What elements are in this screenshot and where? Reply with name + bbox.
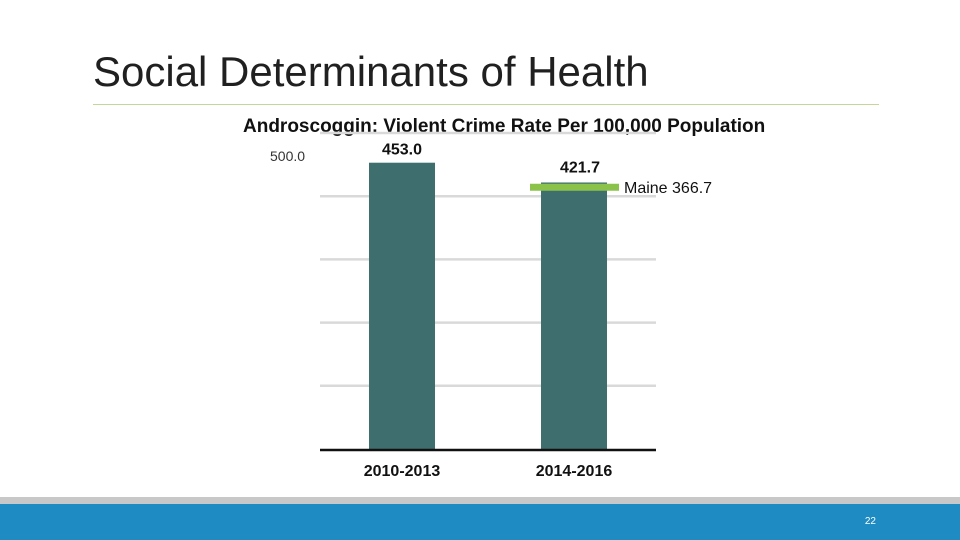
bar xyxy=(369,162,435,450)
footer-bar xyxy=(0,504,960,540)
footer-accent xyxy=(0,497,960,504)
category-label: 2010-2013 xyxy=(364,463,441,480)
bars xyxy=(369,162,607,450)
bar-value-label: 453.0 xyxy=(382,142,422,159)
slide-title: Social Determinants of Health xyxy=(93,48,649,95)
y-tick-label: 500.0 xyxy=(270,148,305,164)
category-labels: 2010-2013 2014-2016 xyxy=(364,463,613,480)
maine-reference-label: Maine 366.7 xyxy=(624,180,712,197)
category-label: 2014-2016 xyxy=(536,463,613,480)
bar xyxy=(541,182,607,449)
value-labels: 453.0 421.7 xyxy=(382,142,600,177)
bar-value-label: 421.7 xyxy=(560,159,600,176)
page-number: 22 xyxy=(864,516,876,527)
title-divider xyxy=(93,104,879,105)
